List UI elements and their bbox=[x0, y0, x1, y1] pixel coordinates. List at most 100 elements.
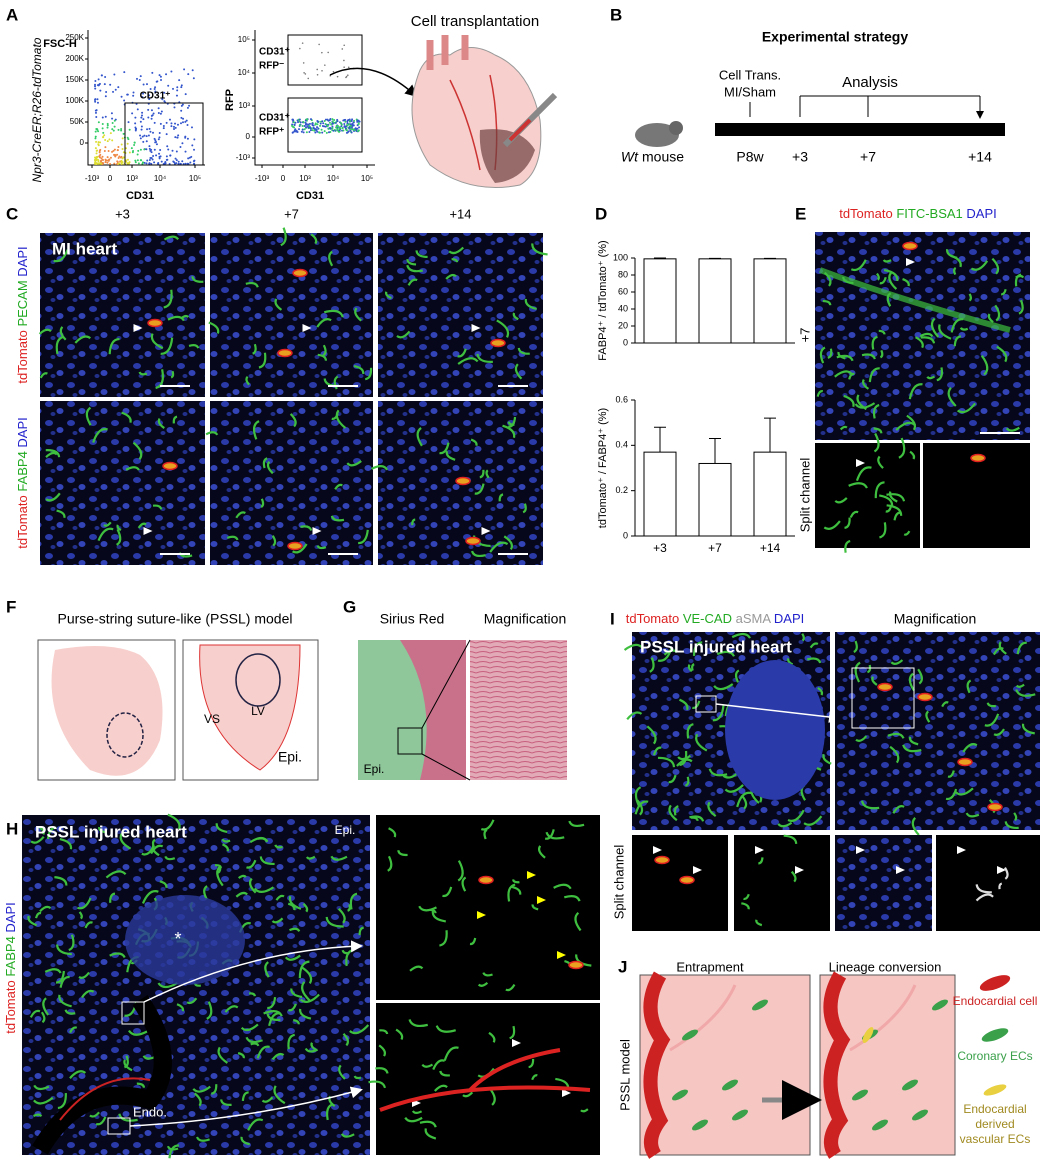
vessel bbox=[883, 268, 899, 282]
coronary-ec bbox=[692, 1119, 708, 1131]
vessel bbox=[902, 744, 922, 753]
vessel bbox=[906, 414, 917, 431]
micrograph bbox=[734, 835, 830, 931]
vessel bbox=[274, 844, 283, 849]
endocardium bbox=[823, 971, 851, 1159]
event bbox=[311, 122, 314, 125]
vessel bbox=[822, 753, 832, 765]
vessel bbox=[33, 1096, 54, 1105]
event bbox=[174, 122, 177, 125]
vessel bbox=[844, 517, 851, 529]
vessel bbox=[56, 509, 66, 519]
vessel bbox=[404, 1116, 423, 1123]
infarct bbox=[479, 129, 535, 183]
labeled-cell bbox=[917, 692, 933, 702]
event bbox=[317, 127, 320, 130]
vessel bbox=[235, 511, 246, 519]
event bbox=[153, 148, 156, 151]
vessel bbox=[816, 390, 824, 397]
vessel bbox=[245, 375, 250, 386]
vessel bbox=[418, 905, 437, 912]
label: +7 bbox=[708, 541, 722, 555]
event bbox=[95, 162, 98, 165]
event bbox=[336, 75, 339, 78]
vessel bbox=[445, 450, 456, 461]
vessel bbox=[953, 266, 957, 276]
vessel bbox=[876, 272, 880, 281]
event bbox=[181, 142, 184, 145]
vessel bbox=[853, 640, 858, 653]
vessel bbox=[827, 348, 833, 359]
event bbox=[188, 104, 191, 107]
vessel bbox=[59, 975, 70, 988]
event bbox=[122, 151, 125, 154]
event bbox=[316, 123, 319, 126]
vessel bbox=[38, 328, 52, 335]
event bbox=[168, 118, 171, 121]
event bbox=[325, 131, 328, 134]
stain-name: DAPI bbox=[15, 417, 30, 447]
vessel bbox=[397, 850, 408, 857]
vessel bbox=[663, 649, 678, 656]
label: CD31⁺ bbox=[259, 113, 290, 124]
vessel bbox=[890, 659, 904, 665]
vessel bbox=[649, 657, 655, 673]
bar bbox=[698, 462, 732, 537]
event bbox=[350, 131, 353, 134]
event bbox=[154, 90, 157, 93]
event bbox=[137, 149, 140, 152]
vessel bbox=[854, 402, 876, 409]
vessel bbox=[477, 981, 489, 987]
event bbox=[99, 153, 102, 156]
vessel bbox=[191, 276, 204, 283]
vessel bbox=[1004, 821, 1019, 830]
event bbox=[162, 162, 165, 165]
event bbox=[96, 101, 99, 104]
vessel bbox=[325, 1103, 334, 1121]
label: 0 bbox=[108, 174, 113, 183]
event bbox=[163, 91, 166, 94]
event bbox=[174, 157, 177, 160]
event bbox=[102, 131, 105, 134]
vessel bbox=[188, 344, 200, 349]
event bbox=[165, 155, 168, 158]
vessel bbox=[293, 1019, 300, 1025]
vessel bbox=[469, 937, 477, 946]
label: CD31⁺ bbox=[140, 91, 171, 102]
event bbox=[357, 129, 360, 132]
event bbox=[109, 156, 112, 159]
vessel bbox=[77, 897, 92, 910]
vessel bbox=[1016, 641, 1027, 655]
label: vascular ECs bbox=[960, 1132, 1031, 1146]
vessel bbox=[416, 427, 423, 447]
event bbox=[116, 153, 119, 156]
vessel bbox=[524, 298, 537, 311]
zoom-arrow bbox=[143, 940, 363, 1003]
vessel bbox=[975, 893, 994, 902]
event bbox=[161, 98, 164, 101]
event bbox=[356, 127, 359, 130]
vessel bbox=[968, 293, 972, 302]
event bbox=[128, 128, 131, 131]
event bbox=[307, 126, 310, 129]
event bbox=[339, 121, 342, 124]
vessel bbox=[777, 821, 793, 828]
event bbox=[136, 159, 139, 162]
event bbox=[312, 126, 315, 129]
event bbox=[123, 71, 126, 74]
event bbox=[328, 121, 331, 124]
event bbox=[108, 138, 111, 141]
vessel bbox=[844, 539, 851, 553]
event bbox=[324, 125, 327, 128]
event bbox=[136, 153, 139, 156]
vessel bbox=[216, 865, 224, 887]
coronary-ec bbox=[902, 1079, 918, 1091]
vessel bbox=[861, 353, 876, 360]
labeled-cell bbox=[490, 338, 506, 348]
event bbox=[191, 69, 194, 72]
vessel bbox=[340, 1133, 355, 1138]
event bbox=[344, 125, 347, 128]
vessel bbox=[431, 911, 446, 923]
event bbox=[101, 116, 104, 119]
vessel bbox=[349, 892, 358, 910]
